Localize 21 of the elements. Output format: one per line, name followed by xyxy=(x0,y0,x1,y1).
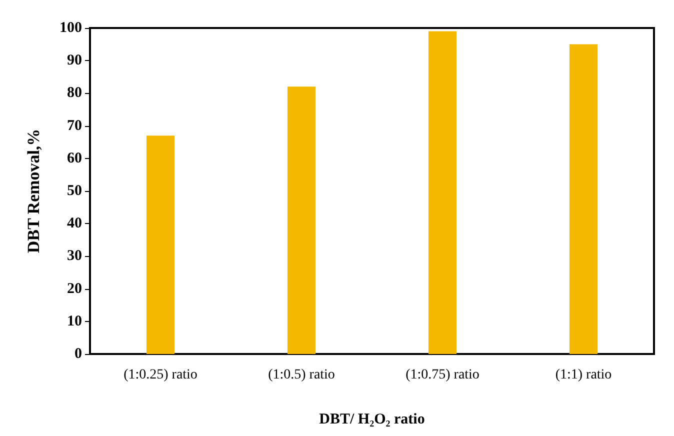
bar xyxy=(288,86,316,354)
x-tick-label: (1:0.5) ratio xyxy=(268,368,335,382)
y-tick-label: 60 xyxy=(67,150,82,166)
y-tick-label: 90 xyxy=(67,52,82,69)
x-tick-label: (1:0.25) ratio xyxy=(124,368,198,382)
y-tick-label: 10 xyxy=(67,313,82,330)
y-tick-label: 70 xyxy=(67,118,82,134)
y-tick-label: 40 xyxy=(67,216,82,232)
y-tick-label: 30 xyxy=(67,248,82,264)
y-tick-label: 0 xyxy=(74,346,82,362)
y-tick-label: 50 xyxy=(67,183,82,199)
y-tick-label: 20 xyxy=(67,280,82,297)
x-tick-label: (1:0.75) ratio xyxy=(406,368,480,382)
x-axis-title: DBT/ H₂O₂ ratio xyxy=(319,412,425,428)
bar xyxy=(428,31,456,354)
y-axis-title: DBT Removal,% xyxy=(24,128,43,254)
y-tick-label: 100 xyxy=(60,20,82,36)
y-tick-label: 80 xyxy=(67,85,82,102)
bar xyxy=(570,44,598,354)
x-tick-label: (1:1) ratio xyxy=(555,368,612,382)
bar xyxy=(146,136,174,354)
